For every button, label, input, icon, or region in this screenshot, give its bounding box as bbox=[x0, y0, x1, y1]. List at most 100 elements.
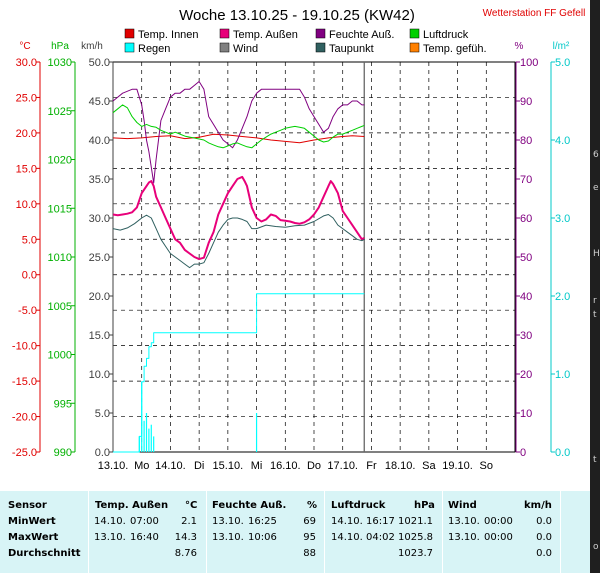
press-max-time: 04:02 bbox=[366, 532, 395, 543]
legend-swatch bbox=[124, 42, 135, 53]
temp-avg-value: 8.76 bbox=[174, 548, 197, 559]
hum-max-value: 95 bbox=[303, 532, 316, 543]
x-tick-label: 16.10. bbox=[270, 460, 301, 472]
hum-avg-value: 88 bbox=[303, 548, 316, 559]
temp-max-date: 13.10. bbox=[94, 532, 126, 543]
legend-swatch bbox=[409, 28, 420, 39]
edge-glyph: e bbox=[593, 183, 599, 193]
x-tick-label: Fr bbox=[366, 460, 377, 472]
humidity-tick-label: 40 bbox=[520, 291, 532, 303]
wind-tick-label: 20.0 bbox=[89, 291, 110, 303]
hum-min-value: 69 bbox=[303, 516, 316, 527]
humidity-tick-label: 100 bbox=[520, 57, 538, 69]
x-tick-label: 15.10. bbox=[213, 460, 244, 472]
temp-tick-label: 25.0 bbox=[16, 92, 37, 104]
wind-tick-label: 45.0 bbox=[89, 96, 110, 108]
wind-tick-label: 35.0 bbox=[89, 174, 110, 186]
pressure-tick-label: 1010 bbox=[48, 252, 72, 264]
series-line-taupunkt bbox=[112, 214, 365, 269]
hum-min-time: 16:25 bbox=[248, 516, 277, 527]
press-min-date: 14.10. bbox=[331, 516, 363, 527]
press-avg-value: 1023.7 bbox=[398, 548, 433, 559]
x-tick-label: Di bbox=[194, 460, 204, 472]
pressure-tick-label: 1015 bbox=[48, 203, 72, 215]
legend-label: Temp. gefüh. bbox=[423, 43, 487, 55]
wind-min-time: 00:00 bbox=[484, 516, 513, 527]
temp-tick-label: -25.0 bbox=[12, 447, 37, 459]
temp-tick-label: -5.0 bbox=[18, 305, 37, 317]
legend-label: Feuchte Auß. bbox=[329, 29, 394, 41]
temp-min-value: 2.1 bbox=[181, 516, 197, 527]
chart-title: Woche 13.10.25 - 19.10.25 (KW42) bbox=[179, 7, 415, 24]
series-line-temp-au-en bbox=[112, 175, 365, 261]
legend-swatch bbox=[315, 42, 326, 53]
temp-max-time: 16:40 bbox=[130, 532, 159, 543]
pressure-tick-label: 1025 bbox=[48, 106, 72, 118]
rain-tick-label: 1.0 bbox=[555, 369, 570, 381]
statistics-table: Sensor Temp. Außen °C Feuchte Auß. % Luf… bbox=[0, 491, 600, 573]
humidity-tick-label: 80 bbox=[520, 135, 532, 147]
wind-tick-label: 10.0 bbox=[89, 369, 110, 381]
rain-tick-label: 0.0 bbox=[555, 447, 570, 459]
edge-glyph: H bbox=[593, 249, 600, 259]
edge-glyph: t bbox=[593, 310, 597, 320]
legend-swatch bbox=[315, 28, 326, 39]
wind-min-value: 0.0 bbox=[536, 516, 552, 527]
humidity-tick-label: 70 bbox=[520, 174, 532, 186]
header-sensor: Sensor bbox=[8, 500, 47, 511]
header-temp-unit: °C bbox=[185, 500, 198, 511]
humidity-tick-label: 0 bbox=[520, 447, 526, 459]
legend-swatch bbox=[124, 28, 135, 39]
legend-swatch bbox=[219, 28, 230, 39]
pressure-tick-label: 1000 bbox=[48, 350, 72, 362]
x-tick-label: 17.10. bbox=[327, 460, 358, 472]
temp-tick-label: -20.0 bbox=[12, 412, 37, 424]
legend-label: Wind bbox=[233, 43, 258, 55]
header-pressure: Luftdruck bbox=[331, 500, 386, 511]
wind-tick-label: 0.0 bbox=[95, 447, 110, 459]
pressure-tick-label: 1020 bbox=[48, 155, 72, 167]
humidity-tick-label: 90 bbox=[520, 96, 532, 108]
rain-tick-label: 5.0 bbox=[555, 57, 570, 69]
rain-tick-label: 2.0 bbox=[555, 291, 570, 303]
x-tick-label: 13.10. bbox=[98, 460, 129, 472]
press-min-value: 1021.1 bbox=[398, 516, 433, 527]
x-tick-label: 19.10. bbox=[442, 460, 473, 472]
humidity-tick-label: 30 bbox=[520, 330, 532, 342]
row-label: MinWert bbox=[8, 516, 56, 527]
hum-min-date: 13.10. bbox=[212, 516, 244, 527]
rain-unit-label: l/m² bbox=[553, 41, 570, 52]
series-line-luftdruck bbox=[112, 104, 365, 149]
legend-label: Temp. Außen bbox=[233, 29, 298, 41]
weather-chart: 30.0 25.0 20.0 15.0 10.0 5.0 0.0 -5.0 -10.0 -15.0… bbox=[12, 7, 585, 472]
row-label: MaxWert bbox=[8, 532, 59, 543]
wind-tick-label: 15.0 bbox=[89, 330, 110, 342]
pressure-tick-label: 990 bbox=[54, 447, 72, 459]
legend-label: Temp. Innen bbox=[138, 29, 199, 41]
pressure-tick-label: 1030 bbox=[48, 57, 72, 69]
header-wind: Wind bbox=[448, 500, 477, 511]
temp-tick-label: 5.0 bbox=[22, 234, 37, 246]
humidity-unit-label: % bbox=[515, 41, 524, 52]
temp-tick-label: 10.0 bbox=[16, 199, 37, 211]
temp-tick-label: -10.0 bbox=[12, 341, 37, 353]
x-tick-label: So bbox=[480, 460, 493, 472]
temp-tick-label: 0.0 bbox=[22, 270, 37, 282]
pressure-unit-label: hPa bbox=[51, 41, 69, 52]
wind-tick-label: 5.0 bbox=[95, 408, 110, 420]
edge-glyph: t bbox=[593, 455, 597, 465]
wind-max-time: 00:00 bbox=[484, 532, 513, 543]
legend-label: Regen bbox=[138, 43, 170, 55]
temp-unit-label: °C bbox=[19, 41, 30, 52]
row-label: Durchschnitt bbox=[8, 548, 81, 559]
legend-label: Taupunkt bbox=[329, 43, 374, 55]
series-line-temp-innen bbox=[112, 133, 365, 144]
edge-glyph: 6 bbox=[593, 150, 599, 160]
humidity-tick-label: 50 bbox=[520, 252, 532, 264]
humidity-tick-label: 60 bbox=[520, 213, 532, 225]
x-tick-label: 14.10. bbox=[155, 460, 186, 472]
header-wind-unit: km/h bbox=[524, 500, 552, 511]
pressure-tick-label: 1005 bbox=[48, 301, 72, 313]
wind-tick-label: 30.0 bbox=[89, 213, 110, 225]
press-max-value: 1025.8 bbox=[398, 532, 433, 543]
